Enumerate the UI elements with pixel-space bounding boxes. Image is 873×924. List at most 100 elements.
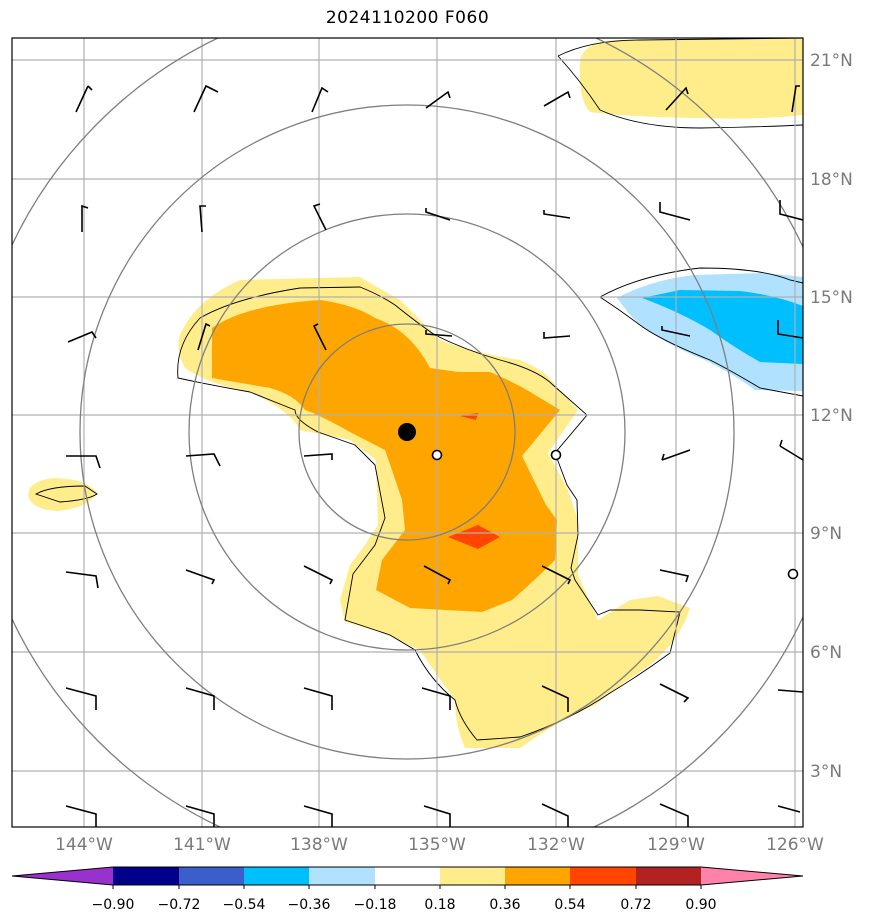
wind-barb — [425, 90, 451, 109]
field-patch-top-right — [579, 38, 803, 119]
wind-barb — [65, 687, 97, 710]
range-rings — [12, 38, 803, 827]
field-patch-red-1 — [448, 525, 500, 549]
wind-barb — [312, 323, 327, 351]
wind-barb — [197, 322, 211, 351]
lon-label: 132°W — [527, 835, 585, 855]
wind-barb — [661, 449, 691, 461]
map-plot-area — [12, 38, 803, 827]
colorbar-tick-label: 0.36 — [489, 897, 520, 913]
wind-barb — [303, 565, 334, 585]
colorbar-segment — [636, 867, 701, 885]
colorbar-segment — [309, 867, 375, 885]
colorbar-tick-label: −0.36 — [288, 897, 331, 913]
wind-barb — [423, 805, 451, 827]
colorbar-segment — [570, 867, 636, 885]
wind-barb — [659, 202, 691, 221]
lon-label: 138°W — [290, 835, 348, 855]
wind-barb — [425, 208, 451, 221]
observation-circle — [550, 449, 562, 461]
wind-barb — [75, 85, 93, 113]
wind-barb — [659, 569, 690, 583]
wind-barb — [185, 453, 221, 467]
range-ring-1 — [298, 323, 516, 541]
lon-label: 126°W — [766, 835, 824, 855]
longitude-labels: 144°W 141°W 138°W 135°W 132°W 129°W 126°… — [55, 835, 824, 855]
colorbar-segment — [12, 867, 113, 885]
colorbar-tick-label: 0.90 — [685, 897, 716, 913]
wind-barb — [193, 84, 219, 113]
wind-barb — [543, 90, 571, 107]
colorbar-segment — [113, 867, 179, 885]
field-patch-deep-blue — [642, 290, 803, 364]
wind-barb — [665, 86, 689, 111]
storm-center-marker — [398, 423, 416, 441]
wind-barb — [659, 683, 690, 703]
lon-label: 135°W — [408, 835, 466, 855]
wind-barb — [199, 205, 206, 233]
wind-barb — [421, 687, 451, 710]
contour-top-right — [557, 38, 803, 129]
wind-barb — [659, 803, 689, 827]
wind-barb — [423, 565, 452, 585]
storm-markers — [398, 423, 799, 580]
lon-label: 129°W — [647, 835, 705, 855]
wind-barb — [66, 455, 101, 469]
lat-label: 9°N — [810, 524, 842, 544]
range-ring-2 — [188, 213, 626, 651]
wind-barb — [312, 203, 327, 231]
wind-barb — [65, 571, 99, 589]
colorbar-tick-label: −0.18 — [354, 897, 397, 913]
colorbar-tick-label: −0.54 — [223, 897, 266, 913]
lat-label: 15°N — [810, 288, 853, 308]
wind-barb — [303, 687, 333, 710]
colorbar-segment — [505, 867, 570, 885]
wind-barb — [425, 330, 453, 337]
observation-circle — [431, 449, 443, 461]
latitude-labels: 21°N 18°N 15°N 12°N 9°N 6°N 3°N — [810, 51, 853, 782]
wind-barb — [777, 320, 803, 339]
colorbar-segment — [244, 867, 309, 885]
wind-barb — [311, 86, 329, 113]
wind-barb — [779, 439, 803, 461]
lat-label: 18°N — [810, 170, 853, 190]
colorbar-segment — [179, 867, 244, 885]
colorbar-segment — [375, 867, 440, 885]
colorbar-tick-label: 0.72 — [620, 897, 651, 913]
wind-barb — [543, 210, 571, 219]
range-ring-3 — [79, 104, 735, 760]
observation-circle — [787, 568, 799, 580]
lat-label: 12°N — [810, 406, 853, 426]
wind-barb — [303, 805, 333, 827]
wind-barb — [777, 689, 803, 693]
wind-barb — [303, 453, 333, 460]
wind-barb — [541, 803, 569, 827]
wind-barb — [185, 805, 215, 827]
wind-barb — [185, 687, 215, 710]
lon-label: 141°W — [173, 835, 231, 855]
wind-barb — [541, 685, 569, 712]
map-title: 2024110200 F060 — [325, 8, 490, 28]
colorbar-tick-label: 0.54 — [554, 897, 585, 913]
wind-barb — [543, 332, 571, 339]
wind-barb — [779, 200, 803, 221]
colorbar-segment — [440, 867, 505, 885]
contour-lines — [34, 38, 803, 741]
wind-barb — [791, 85, 800, 113]
wind-barb — [777, 805, 801, 813]
wind-barb — [661, 326, 691, 337]
colorbar-tick-label: −0.72 — [158, 897, 201, 913]
map-frame — [11, 37, 804, 828]
colorbar-tick-label: 0.18 — [424, 897, 455, 913]
wind-barb — [541, 565, 572, 585]
wind-barb — [185, 569, 216, 585]
colorbar: −0.90 −0.72 −0.54 −0.36 −0.18 0.18 0.36 0.54 0.7… — [11, 866, 804, 913]
colorbar-tick-label: −0.90 — [92, 897, 135, 913]
map-gridlines — [12, 38, 803, 827]
lat-label: 3°N — [810, 762, 842, 782]
wind-barb — [67, 331, 97, 343]
contour-main — [177, 286, 681, 741]
wind-barbs — [65, 84, 803, 827]
lat-label: 21°N — [810, 51, 853, 71]
